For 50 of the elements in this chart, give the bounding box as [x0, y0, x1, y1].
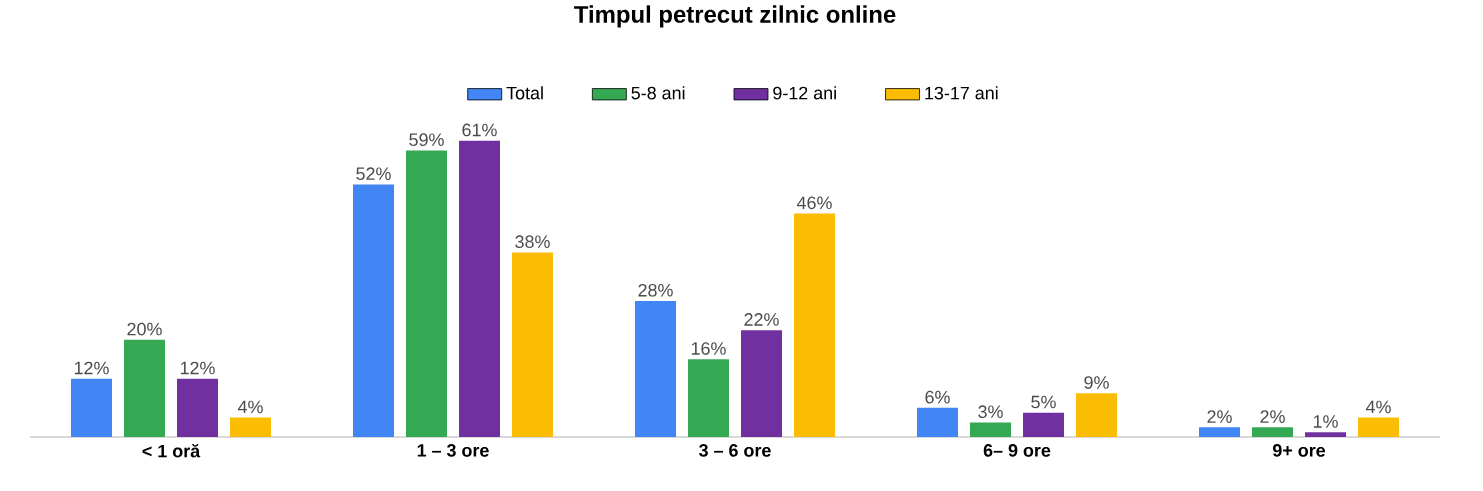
data-label: 20% [127, 322, 162, 336]
data-label: 3% [978, 405, 1003, 419]
data-label: 4% [1365, 400, 1391, 414]
data-label: 2% [1260, 410, 1285, 423]
bar [353, 184, 394, 437]
x-tick-label: < 1 oră [142, 444, 201, 458]
data-label: 52% [356, 167, 391, 181]
data-label: 46% [796, 196, 832, 210]
bar [230, 417, 271, 437]
bar [1305, 432, 1347, 437]
x-tick-label: 1 – 3 ore [417, 444, 489, 457]
data-label: 12% [74, 361, 109, 375]
bar [741, 330, 783, 437]
bar [512, 252, 554, 437]
data-label: 6% [925, 390, 950, 404]
data-label: 16% [691, 342, 726, 355]
data-label: 5% [1031, 395, 1056, 409]
bar [1358, 417, 1400, 437]
chart-title: Timpul petrecut zilnic online [574, 5, 896, 28]
bar [970, 422, 1012, 437]
legend-label: 13-17 ani [925, 86, 998, 100]
data-label: 59% [409, 133, 444, 147]
data-label: 9% [1084, 376, 1109, 389]
data-label: 4% [237, 400, 263, 414]
data-label: 61% [462, 123, 497, 137]
data-label: 2% [1207, 410, 1232, 423]
bar [1023, 412, 1065, 437]
data-label: 1% [1313, 415, 1338, 428]
bar [1199, 427, 1241, 437]
bar [1252, 427, 1294, 437]
bar [177, 378, 218, 437]
bar [635, 300, 677, 437]
bar [794, 213, 836, 437]
bar [406, 150, 448, 437]
legend-label: 5-8 ani [631, 86, 685, 100]
data-label: 12% [180, 361, 215, 375]
bar [917, 407, 959, 437]
data-label: 22% [744, 313, 779, 326]
bar [71, 378, 112, 437]
legend-label: 9-12 ani [773, 86, 836, 100]
legend-label: Total [506, 86, 543, 100]
bar [459, 140, 501, 437]
x-tick-label: 6– 9 ore [983, 444, 1051, 457]
bar [688, 359, 730, 437]
x-tick-label: 9+ ore [1272, 444, 1326, 457]
x-tick-label: 3 – 6 ore [699, 444, 771, 457]
data-label: 28% [638, 283, 673, 297]
bar [124, 339, 165, 437]
data-label: 38% [515, 235, 550, 249]
bar [1076, 393, 1118, 437]
